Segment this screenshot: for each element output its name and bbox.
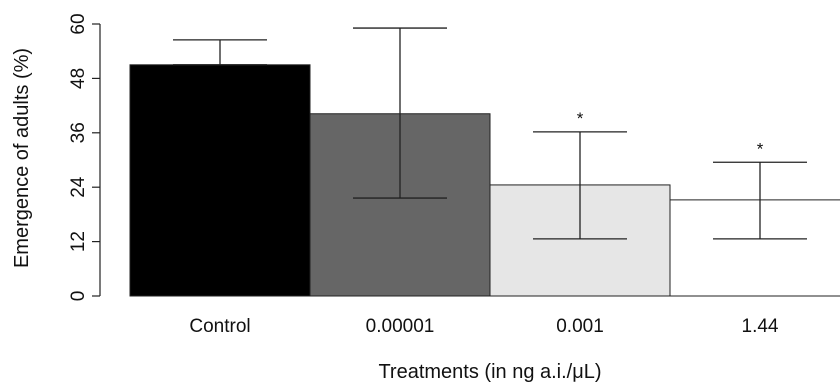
x-tick-label-3: 1.44 xyxy=(742,316,779,337)
significance-star-3: * xyxy=(757,139,764,158)
y-tick-label-4: 48 xyxy=(68,68,89,89)
y-tick-label-5: 60 xyxy=(68,13,89,34)
y-tick-label-2: 24 xyxy=(68,176,89,198)
error-bar-1 xyxy=(353,27,447,199)
significance-star-2: * xyxy=(577,109,584,128)
x-axis-tick-labels: Control 0.00001 0.001 1.44 xyxy=(189,316,779,337)
error-bars xyxy=(173,27,807,240)
error-bar-3 xyxy=(713,161,807,240)
x-tick-label-0: Control xyxy=(189,316,250,337)
bar-0 xyxy=(129,64,311,297)
y-axis: 0 12 24 36 48 60 xyxy=(68,13,101,302)
y-tick-label-3: 36 xyxy=(68,122,89,143)
error-bar-2 xyxy=(533,131,627,240)
bar-3 xyxy=(669,199,840,297)
x-tick-label-2: 0.001 xyxy=(556,316,604,337)
error-bar-0 xyxy=(173,39,267,66)
y-tick-label-1: 12 xyxy=(68,231,89,252)
significance-markers: ** xyxy=(577,109,764,158)
bars xyxy=(129,64,840,297)
x-tick-label-1: 0.00001 xyxy=(366,316,435,337)
y-axis-title: Emergence of adults (%) xyxy=(11,48,33,268)
x-axis-title: Treatments (in ng a.i./μL) xyxy=(378,361,601,383)
y-tick-label-0: 0 xyxy=(68,291,89,302)
